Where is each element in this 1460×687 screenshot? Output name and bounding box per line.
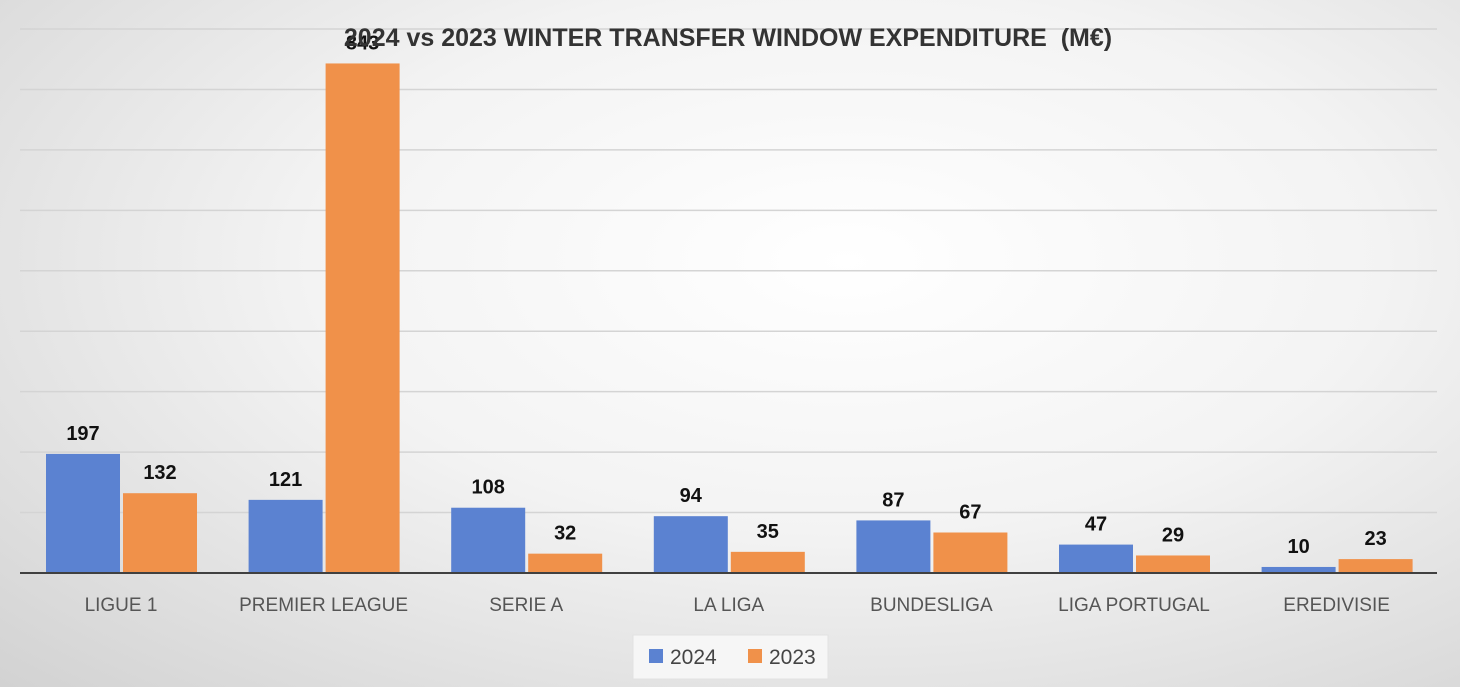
legend: 2024 2023: [632, 634, 829, 680]
bar-2023-la-liga: [730, 551, 805, 573]
data-labels: 197 132 121 843 108 32 94 35 87 67 47 29 10 23: [66, 32, 1386, 558]
data-label: 197: [66, 423, 99, 445]
chart-title: 2024 vs 2023 WINTER TRANSFER WINDOW EXPE…: [344, 24, 1112, 52]
bar-2024-eredivisie: [1261, 566, 1336, 573]
data-label: 67: [959, 502, 981, 524]
bar-2024-premier-league: [248, 499, 323, 573]
data-label: 32: [554, 523, 576, 545]
data-label: 132: [143, 462, 176, 484]
bar-2024-ligue-1: [46, 453, 120, 573]
bar-2023-liga-portugal: [1136, 555, 1210, 573]
data-label: 23: [1364, 528, 1386, 550]
bar-2024-bundesliga: [856, 520, 931, 573]
legend-label-2024: 2024: [670, 646, 717, 669]
bar-2023-bundesliga: [933, 532, 1008, 573]
category-label: PREMIER LEAGUE: [239, 595, 408, 616]
legend-label-2023: 2023: [769, 646, 816, 669]
data-label: 843: [346, 32, 379, 54]
data-label: 29: [1162, 524, 1184, 546]
bar-2023-ligue-1: [123, 493, 197, 573]
gridlines: [20, 28, 1437, 514]
category-label: EREDIVISIE: [1283, 595, 1390, 616]
category-label: LIGUE 1: [85, 595, 158, 616]
legend-swatch-2023: [748, 649, 762, 663]
data-label: 94: [680, 485, 703, 507]
data-label: 108: [472, 477, 505, 499]
data-label: 47: [1085, 514, 1107, 536]
bar-2023-serie-a: [528, 553, 603, 573]
data-label: 35: [757, 521, 779, 543]
data-label: 121: [269, 469, 302, 491]
bar-2024-liga-portugal: [1059, 544, 1133, 573]
bar-2023-eredivisie: [1338, 559, 1413, 573]
data-label: 10: [1287, 536, 1309, 558]
category-label: LIGA PORTUGAL: [1058, 595, 1210, 616]
bar-2024-serie-a: [451, 507, 526, 573]
legend-box: [632, 634, 829, 680]
category-label: SERIE A: [489, 595, 563, 616]
category-label: LA LIGA: [693, 595, 764, 616]
bar-2024-la-liga: [653, 516, 728, 573]
bar-2023-premier-league: [325, 63, 400, 573]
category-labels: LIGUE 1 PREMIER LEAGUE SERIE A LA LIGA BUNDE…: [85, 595, 1390, 616]
data-label: 87: [882, 489, 904, 511]
category-label: BUNDESLIGA: [870, 595, 993, 616]
bars: [46, 63, 1413, 573]
legend-swatch-2024: [649, 649, 663, 663]
